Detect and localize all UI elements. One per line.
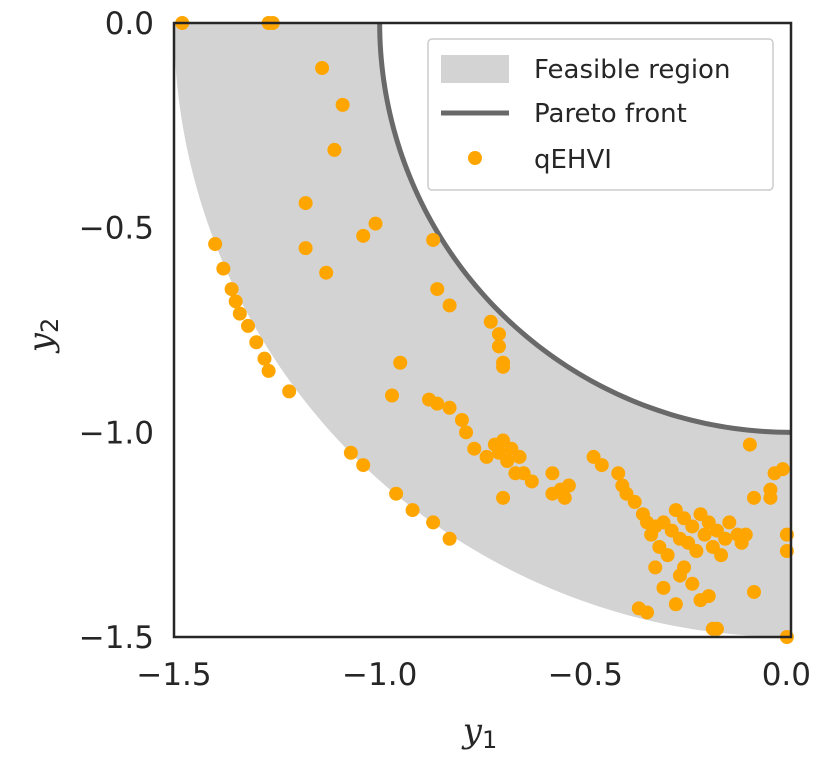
qehvi-point (746, 490, 761, 505)
qehvi-point (491, 339, 506, 354)
qehvi-point (545, 466, 560, 481)
qehvi-point (594, 458, 609, 473)
y-tick-label: −1.0 (79, 415, 154, 451)
qehvi-point (738, 527, 753, 542)
pareto-front-curve (377, 22, 792, 435)
qehvi-point (677, 560, 692, 575)
y-tick-label: −0.5 (79, 211, 154, 247)
qehvi-point (656, 580, 671, 595)
qehvi-point (483, 314, 498, 329)
qehvi-point (512, 449, 527, 464)
qehvi-point (500, 453, 515, 468)
qehvi-point (648, 560, 663, 575)
qehvi-point (763, 490, 778, 505)
y-tick-labels: −1.5 −1.0 −0.5 0.0 (79, 6, 154, 656)
y-tick-label: 0.0 (105, 6, 154, 42)
qehvi-point (261, 363, 276, 378)
qehvi-point (496, 490, 511, 505)
qehvi-point (228, 294, 243, 309)
qehvi-point (368, 216, 383, 231)
qehvi-point (430, 396, 445, 411)
qehvi-point (208, 237, 223, 252)
legend: Feasible region Pareto front qEHVI (427, 38, 774, 191)
qehvi-point (442, 531, 457, 546)
qehvi-point (561, 478, 576, 493)
qehvi-point (742, 437, 757, 452)
qehvi-point (216, 261, 231, 276)
qehvi-point (257, 351, 272, 366)
qehvi-point (668, 597, 683, 612)
legend-feasible-swatch (441, 55, 509, 83)
qehvi-point (356, 458, 371, 473)
legend-qehvi-label: qEHVI (534, 145, 612, 175)
qehvi-point (685, 576, 700, 591)
qehvi-point (241, 318, 256, 333)
x-tick-label: −0.5 (548, 657, 623, 693)
qehvi-point (718, 531, 733, 546)
qehvi-point (430, 282, 445, 297)
qehvi-point (298, 196, 313, 211)
qehvi-point (685, 519, 700, 534)
qehvi-point (746, 584, 761, 599)
qehvi-point (224, 282, 239, 297)
qehvi-point (319, 265, 334, 280)
x-tick-labels: −1.5 −1.0 −0.5 0.0 (136, 657, 811, 693)
qehvi-point (327, 142, 342, 157)
feasible-region-band (174, 23, 791, 637)
qehvi-point (249, 335, 264, 350)
qehvi-point (627, 494, 642, 509)
y-tick-label: −1.5 (79, 620, 154, 656)
qehvi-point (467, 441, 482, 456)
qehvi-point (385, 388, 400, 403)
qehvi-point (496, 359, 511, 374)
legend-box (427, 38, 774, 191)
qehvi-point (709, 621, 724, 636)
qehvi-point (454, 413, 469, 428)
qehvi-point (611, 466, 626, 481)
qehvi-point (459, 425, 474, 440)
qehvi-point (232, 306, 247, 321)
qehvi-point (775, 462, 790, 477)
qehvi-point (426, 515, 441, 530)
legend-pareto-label: Pareto front (534, 99, 687, 129)
axes-frame (172, 21, 793, 639)
qehvi-point (714, 548, 729, 563)
qehvi-point (479, 449, 494, 464)
qehvi-point (689, 544, 704, 559)
qehvi-point (722, 515, 737, 530)
qehvi-point (640, 605, 655, 620)
qehvi-point (405, 503, 420, 518)
qehvi-point (491, 327, 506, 342)
qehvi-point (282, 384, 297, 399)
qehvi-point (426, 232, 441, 247)
qehvi-point (356, 228, 371, 243)
x-tick-label: −1.0 (342, 657, 417, 693)
qehvi-point (697, 527, 712, 542)
qehvi-point (298, 241, 313, 256)
qehvi-point (335, 97, 350, 112)
x-axis-label: y1 (461, 711, 498, 754)
qehvi-point (343, 445, 358, 460)
x-tick-label: 0.0 (762, 657, 811, 693)
qehvi-point (442, 400, 457, 415)
qehvi-point (524, 474, 539, 489)
legend-qehvi-marker (468, 151, 482, 165)
qehvi-point (660, 548, 675, 563)
y-axis-label: y2 (21, 318, 64, 355)
qehvi-point (701, 589, 716, 604)
qehvi-point (393, 355, 408, 370)
legend-feasible-label: Feasible region (534, 55, 730, 85)
qehvi-point (315, 61, 330, 76)
qehvi-point (389, 486, 404, 501)
qehvi-point (442, 298, 457, 313)
x-tick-label: −1.5 (136, 657, 211, 693)
qehvi-point (557, 490, 572, 505)
